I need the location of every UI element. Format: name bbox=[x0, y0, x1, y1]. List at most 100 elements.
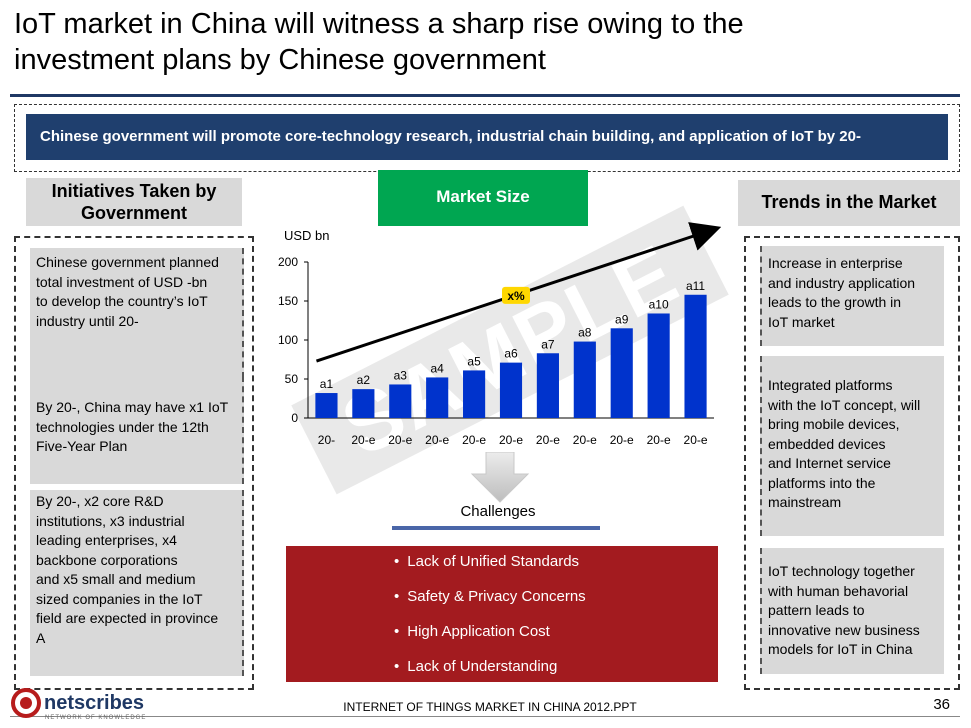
down-arrow-icon bbox=[470, 452, 530, 503]
bar bbox=[315, 393, 338, 418]
y-tick-label: 50 bbox=[285, 372, 299, 386]
box-line: total investment of USD -bn bbox=[36, 273, 208, 290]
box-line: IoT technology together bbox=[768, 563, 915, 579]
box-line: sized companies in the IoT bbox=[36, 590, 203, 607]
trend-badge: x% bbox=[502, 286, 530, 304]
box-line: with human behavorial bbox=[768, 582, 909, 599]
x-tick-label: 20-e bbox=[462, 433, 486, 447]
box-line: technologies under the 12th bbox=[36, 418, 209, 435]
x-tick-labels: 20- 20-e 20-e 20-e 20-e 20-e 20-e 20-e 20-e 20-e 2… bbox=[318, 433, 708, 447]
box-line: mainstream bbox=[768, 494, 842, 510]
box-line: with the IoT concept, will bbox=[768, 396, 921, 413]
box-line: models for IoT in China bbox=[768, 641, 913, 657]
box-line: industry until 20- bbox=[36, 312, 139, 329]
x-tick-label: 20-e bbox=[684, 433, 708, 447]
initiatives-heading: Initiatives Taken by Government bbox=[26, 178, 242, 226]
box-line: By 20-, China may have x1 IoT bbox=[36, 399, 229, 415]
title-divider bbox=[10, 94, 960, 97]
box-line: IoT market bbox=[768, 313, 835, 330]
x-tick-label: 20-e bbox=[388, 433, 412, 447]
bar bbox=[684, 294, 707, 418]
challenges-underline bbox=[392, 526, 600, 530]
bar bbox=[499, 362, 523, 418]
box-line: backbone corporations bbox=[36, 551, 178, 568]
x-tick-label: 20-e bbox=[499, 433, 523, 447]
box-line: Increase in enterprise bbox=[768, 255, 903, 271]
x-tick-label: 20-e bbox=[351, 433, 375, 447]
box-line: By 20-, x2 core R&D bbox=[36, 493, 164, 509]
x-tick-label: 20-e bbox=[425, 433, 449, 447]
page-title-line-1: IoT market in China will witness a sharp… bbox=[14, 8, 744, 40]
bar bbox=[389, 384, 412, 418]
box-line: Integrated platforms bbox=[768, 377, 893, 393]
x-tick-label: 20-e bbox=[610, 433, 634, 447]
logo-tagline: NETWORK OF KNOWLEDGE bbox=[45, 715, 146, 721]
bar-data-label: a4 bbox=[431, 361, 445, 375]
trends-frame bbox=[744, 236, 960, 690]
challenges-box: Lack of Unified Standards Safety & Priva… bbox=[286, 546, 718, 682]
y-tick-label: 150 bbox=[278, 294, 298, 308]
y-tick-label: 0 bbox=[291, 411, 298, 425]
page-number: 36 bbox=[933, 696, 950, 713]
box-line: and x5 small and medium bbox=[36, 571, 196, 587]
footer-text: INTERNET OF THINGS MARKET IN CHINA 2012.… bbox=[343, 700, 637, 714]
x-tick-label: 20-e bbox=[647, 433, 671, 447]
bar-data-label: a1 bbox=[320, 377, 334, 391]
bar-data-label: a11 bbox=[686, 279, 705, 293]
market-size-label: Market Size bbox=[378, 170, 588, 226]
challenge-item: Lack of Understanding bbox=[394, 657, 557, 677]
box-line: Chinese government planned bbox=[36, 254, 219, 270]
challenge-item: Lack of Unified Standards bbox=[394, 552, 579, 572]
footer-divider bbox=[10, 716, 960, 717]
bar-data-label: a3 bbox=[394, 368, 408, 382]
x-tick-label: 20- bbox=[318, 433, 335, 447]
bar-data-label: a5 bbox=[467, 354, 481, 368]
box-line: leads to the growth in bbox=[768, 294, 902, 310]
trend-label: x% bbox=[507, 289, 525, 303]
trends-heading: Trends in the Market bbox=[738, 180, 960, 226]
y-axis-label: USD bn bbox=[284, 228, 330, 243]
bar-data-label: a10 bbox=[649, 297, 669, 311]
challenge-item: High Application Cost bbox=[394, 622, 550, 642]
initiative-box-1: Chinese government planned total investm… bbox=[30, 248, 244, 378]
bar bbox=[352, 389, 375, 418]
bar bbox=[536, 353, 559, 418]
initiatives-frame bbox=[14, 236, 254, 690]
box-line: and Internet service bbox=[768, 455, 891, 471]
box-line: platforms into the bbox=[768, 474, 876, 491]
box-line: field are expected in province bbox=[36, 610, 219, 626]
box-line: leading enterprises, x4 bbox=[36, 532, 177, 548]
initiatives-heading-line-1: Initiatives Taken by bbox=[51, 181, 217, 201]
trend-box-3: IoT technology together with human behav… bbox=[760, 548, 944, 674]
challenges-title: Challenges bbox=[460, 503, 536, 520]
bar bbox=[573, 341, 596, 418]
summary-banner: Chinese government will promote core-tec… bbox=[26, 114, 948, 160]
box-line: and industry application bbox=[768, 274, 916, 291]
logo-text: netscribes bbox=[44, 692, 144, 714]
trend-box-2: Integrated platforms with the IoT concep… bbox=[760, 356, 944, 536]
netscribes-logo: netscribes NETWORK OF KNOWLEDGE bbox=[11, 688, 146, 721]
bar bbox=[426, 377, 449, 418]
trend-box-1: Increase in enterprise and industry appl… bbox=[760, 246, 944, 346]
bar-data-label: a8 bbox=[578, 326, 592, 340]
box-line: bring mobile devices, bbox=[768, 416, 900, 432]
box-line: to develop the country’s IoT bbox=[36, 293, 208, 309]
bar-data-label: a9 bbox=[615, 312, 629, 326]
box-line: Five-Year Plan bbox=[36, 438, 128, 454]
challenge-item: Safety & Privacy Concerns bbox=[394, 587, 585, 607]
initiative-box-2: By 20-, China may have x1 IoT technologi… bbox=[30, 376, 244, 484]
box-line: pattern leads to bbox=[768, 602, 865, 618]
bar-data-label: a6 bbox=[504, 347, 518, 361]
box-line: A bbox=[36, 629, 46, 646]
box-line: embedded devices bbox=[768, 435, 886, 452]
bar bbox=[647, 313, 670, 418]
bar bbox=[463, 370, 486, 418]
bars: a1 a2 a3 a4 a5 a6 a7 a8 a9 a10 a11 bbox=[315, 279, 707, 418]
initiative-box-3: By 20-, x2 core R&D institutions, x3 ind… bbox=[30, 490, 244, 676]
y-tick-label: 200 bbox=[278, 255, 298, 269]
bar-data-label: a7 bbox=[541, 337, 555, 351]
bar bbox=[610, 328, 633, 418]
x-tick-label: 20-e bbox=[573, 433, 597, 447]
box-line: institutions, x3 industrial bbox=[36, 512, 185, 529]
